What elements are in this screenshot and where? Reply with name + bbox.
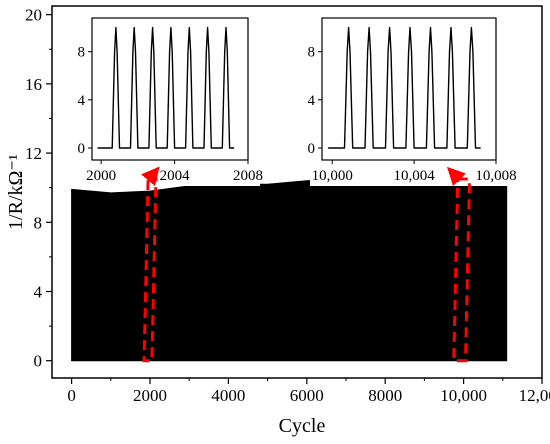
inset-right-x-tick-label: 10,000 — [312, 168, 353, 184]
inset-right-frame — [321, 17, 497, 161]
inset-left-frame — [91, 17, 249, 161]
inset-right-y-tick-label: 8 — [308, 45, 316, 61]
y-tick-label: 12 — [25, 144, 42, 163]
inset-right-plot: 10,000 10,004 10,008 0 4 8 — [308, 14, 517, 186]
y-tick-label: 16 — [25, 75, 42, 94]
x-tick-label: 8000 — [368, 386, 402, 405]
y-axis-title: 1/R/kΩ⁻¹ — [5, 154, 27, 230]
zoom-arrow-2 — [447, 166, 466, 187]
inset-right-signal-line — [328, 26, 481, 149]
inset-left-signal-line — [97, 26, 235, 149]
x-tick-label: 10,000 — [440, 386, 487, 405]
inset-left-x-tick-label: 2008 — [233, 168, 263, 184]
inset-left-y-tick-label: 4 — [78, 93, 86, 109]
highlight-overlay — [141, 166, 472, 363]
x-axis-title: Cycle — [279, 415, 326, 437]
plot-frame — [51, 5, 543, 379]
x-tick-label: 0 — [67, 386, 76, 405]
y-tick-label: 4 — [34, 282, 43, 301]
y-tick-label: 20 — [25, 6, 42, 25]
x-tick-label: 2000 — [133, 386, 167, 405]
inset-right-x-tick-label: 10,004 — [393, 168, 435, 184]
x-tick-label: 6000 — [290, 386, 324, 405]
inset-right-x-tick-label: 10,008 — [475, 168, 516, 184]
inset-left-y-tick-label: 8 — [78, 45, 86, 61]
y-tick-label: 8 — [34, 213, 43, 232]
inset-right-y-tick-label: 4 — [308, 93, 316, 109]
main-plot: 0200040006000800010,00012,000048121620Cy… — [5, 5, 550, 437]
signal-area — [71, 178, 508, 362]
inset-right-y-tick-label: 0 — [308, 141, 316, 157]
inset-left-x-tick-label: 2004 — [160, 168, 191, 184]
y-tick-label: 0 — [34, 352, 43, 371]
zoom-arrow-1 — [141, 166, 160, 187]
inset-left-x-tick-label: 2000 — [86, 168, 116, 184]
inset-left-y-tick-label: 0 — [78, 141, 86, 157]
inset-left-plot: 2000 2004 2008 0 4 8 — [78, 14, 263, 186]
x-tick-label: 4000 — [211, 386, 245, 405]
x-tick-label: 12,000 — [519, 386, 550, 405]
